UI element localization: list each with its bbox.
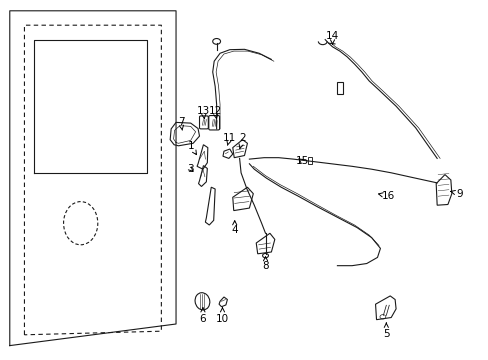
Text: 13: 13 — [196, 105, 210, 119]
Text: 1: 1 — [187, 141, 196, 154]
Text: 8: 8 — [262, 257, 268, 271]
Text: 9: 9 — [450, 189, 462, 199]
Text: 14: 14 — [325, 31, 339, 44]
Text: 7: 7 — [177, 117, 184, 130]
Text: 5: 5 — [382, 323, 389, 339]
Text: 12: 12 — [208, 105, 222, 119]
Text: 2: 2 — [239, 132, 246, 148]
Text: 10: 10 — [216, 308, 228, 324]
Text: 16: 16 — [378, 191, 395, 201]
Text: 15: 15 — [295, 156, 308, 166]
Text: 6: 6 — [199, 308, 206, 324]
Text: 11: 11 — [223, 132, 236, 145]
Text: 4: 4 — [231, 221, 238, 235]
Text: 3: 3 — [187, 164, 194, 174]
